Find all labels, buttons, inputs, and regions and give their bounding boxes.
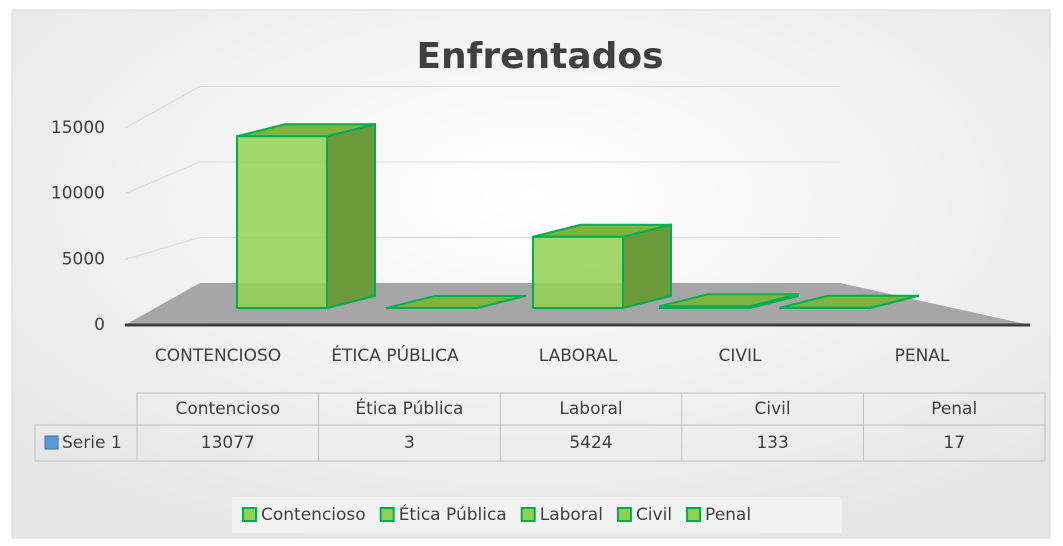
table-border xyxy=(34,424,1046,462)
legend-box xyxy=(232,497,842,533)
series-key xyxy=(44,435,59,450)
table-header: Laboral xyxy=(559,399,622,419)
table-value: 5424 xyxy=(569,433,612,453)
grid-line xyxy=(124,237,201,260)
y-tick-label: 0 xyxy=(94,315,105,335)
table-value: 3 xyxy=(404,433,415,453)
chart-area xyxy=(11,9,1051,539)
legend-label: Civil xyxy=(636,505,672,525)
legend-key xyxy=(520,507,536,522)
bar xyxy=(532,235,624,309)
x-tick-label: ÉTICA PÚBLICA xyxy=(331,344,459,366)
legend-key xyxy=(379,507,395,522)
legend-label: Ética Pública xyxy=(399,503,507,525)
table-header: Penal xyxy=(931,399,977,419)
bar-side xyxy=(622,223,672,310)
y-tick-label: 5000 xyxy=(62,249,105,269)
legend-key xyxy=(686,507,702,522)
table-header: Civil xyxy=(755,399,791,419)
bar xyxy=(236,135,328,309)
legend-label: Contencioso xyxy=(261,505,366,525)
series-name: Serie 1 xyxy=(62,433,122,453)
table-header: Contencioso xyxy=(175,399,280,419)
bar-side xyxy=(326,122,376,310)
table-header: Ética Pública xyxy=(355,397,463,419)
legend-key xyxy=(242,507,257,522)
bar xyxy=(659,305,751,309)
legend-label: Penal xyxy=(705,505,751,525)
x-tick-label: LABORAL xyxy=(539,346,618,366)
y-tick-label: 10000 xyxy=(51,184,105,204)
table-value: 17 xyxy=(943,433,965,453)
x-tick-label: PENAL xyxy=(895,346,950,366)
table-value: 13077 xyxy=(201,433,255,453)
y-tick-label: 15000 xyxy=(51,118,105,138)
x-tick-label: CIVIL xyxy=(719,346,763,366)
grid-line xyxy=(124,161,201,195)
table-value: 133 xyxy=(756,433,788,453)
legend-label: Laboral xyxy=(540,505,603,525)
x-tick-label: CONTENCIOSO xyxy=(155,346,281,366)
chart-title: Enfrentados xyxy=(416,36,663,77)
grid-line xyxy=(124,86,201,129)
legend-key xyxy=(616,507,632,522)
